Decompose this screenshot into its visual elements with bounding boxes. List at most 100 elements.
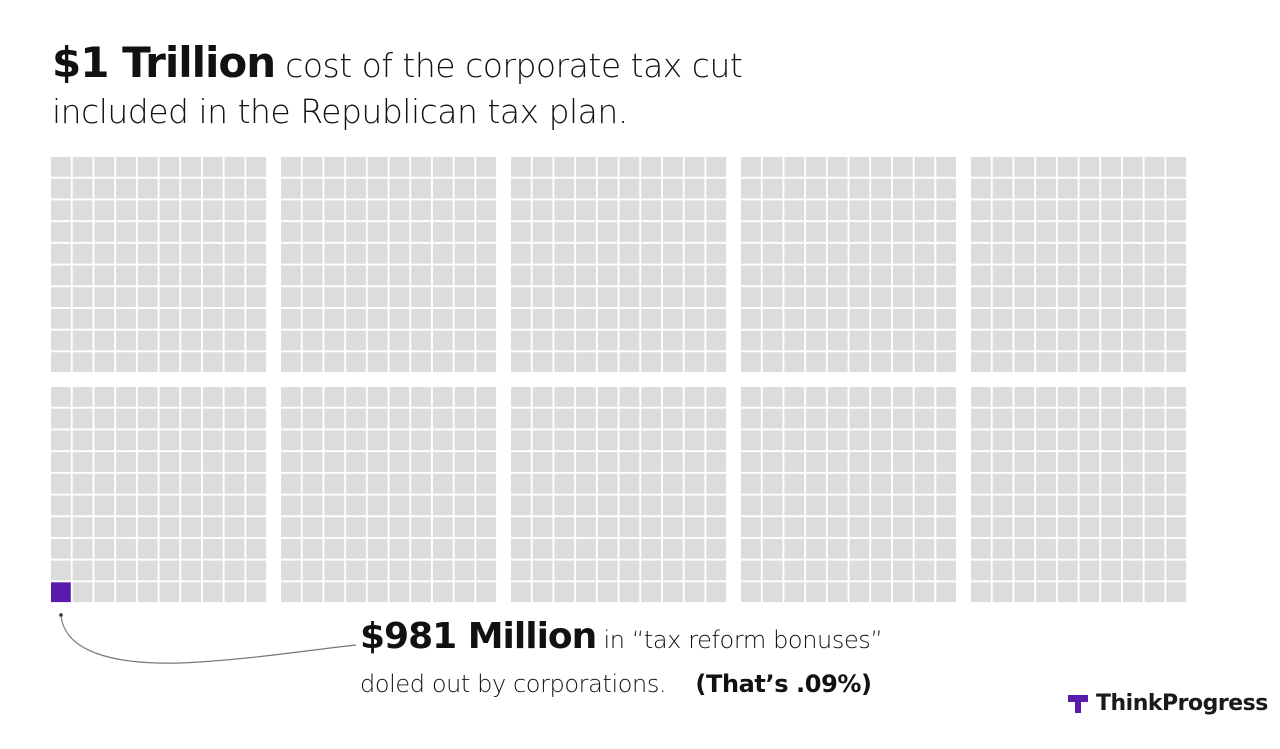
waffle-square	[1122, 178, 1143, 199]
waffle-square	[827, 178, 848, 199]
waffle-square	[849, 582, 870, 603]
waffle-square	[302, 222, 323, 242]
waffle-square	[1166, 452, 1187, 472]
waffle-square	[992, 517, 1013, 537]
waffle-square	[94, 222, 115, 242]
waffle-square	[1014, 352, 1035, 373]
waffle-square	[641, 222, 661, 242]
waffle-square	[224, 222, 245, 242]
waffle-square	[432, 287, 453, 307]
waffle-square	[137, 308, 158, 329]
waffle-square	[181, 495, 201, 516]
waffle-square	[762, 473, 783, 494]
waffle-square	[706, 352, 727, 373]
logo-text: ThinkProgress	[1096, 691, 1268, 716]
waffle-square	[762, 560, 783, 581]
waffle-square	[1144, 473, 1165, 494]
waffle-square	[619, 265, 640, 286]
waffle-square	[936, 387, 957, 407]
waffle-square	[762, 330, 783, 351]
waffle-square	[224, 308, 245, 329]
waffle-square	[202, 157, 223, 177]
waffle-square	[72, 287, 93, 307]
waffle-square	[432, 387, 453, 407]
waffle-square	[871, 157, 891, 177]
waffle-square	[892, 330, 913, 351]
waffle-square	[641, 243, 661, 264]
waffle-square	[246, 582, 267, 603]
connector-dot	[59, 613, 63, 617]
waffle-square	[849, 178, 870, 199]
waffle-square	[476, 222, 497, 242]
waffle-square	[116, 495, 136, 516]
waffle-square	[281, 200, 301, 221]
waffle-square	[454, 265, 475, 286]
waffle-square	[281, 178, 301, 199]
waffle-square	[892, 387, 913, 407]
waffle-square	[116, 243, 136, 264]
waffle-square	[871, 308, 891, 329]
waffle-square	[367, 430, 388, 451]
waffle-square	[1014, 287, 1035, 307]
waffle-square	[302, 157, 323, 177]
waffle-square	[706, 200, 727, 221]
waffle-square	[641, 473, 661, 494]
waffle-square	[1014, 430, 1035, 451]
waffle-square	[762, 178, 783, 199]
waffle-square	[51, 287, 71, 307]
waffle-square	[116, 157, 136, 177]
waffle-square	[116, 330, 136, 351]
waffle-square	[389, 243, 410, 264]
waffle-square	[116, 538, 136, 559]
waffle-square	[346, 452, 366, 472]
waffle-square	[576, 473, 596, 494]
waffle-square	[346, 495, 366, 516]
waffle-square	[346, 473, 366, 494]
waffle-square	[849, 308, 870, 329]
waffle-square	[992, 330, 1013, 351]
waffle-square	[762, 243, 783, 264]
waffle-square	[871, 452, 891, 472]
waffle-square	[224, 157, 245, 177]
waffle-square	[914, 430, 935, 451]
waffle-square	[181, 308, 201, 329]
waffle-square	[302, 473, 323, 494]
waffle-square	[784, 473, 805, 494]
waffle-square	[202, 387, 223, 407]
waffle-square	[1036, 222, 1056, 242]
waffle-square	[302, 387, 323, 407]
waffle-square	[1079, 352, 1100, 373]
waffle-square	[641, 287, 661, 307]
waffle-square	[281, 538, 301, 559]
waffle-square	[597, 157, 618, 177]
waffle-square	[662, 330, 683, 351]
waffle-square	[1036, 330, 1056, 351]
waffle-square	[992, 265, 1013, 286]
waffle-square	[72, 408, 93, 429]
waffle-square	[511, 222, 531, 242]
waffle-square	[762, 495, 783, 516]
waffle-square	[389, 560, 410, 581]
waffle-square	[1166, 538, 1187, 559]
headline-line2: included in the Republican tax plan.	[52, 92, 628, 131]
waffle-square	[1036, 560, 1056, 581]
waffle-square	[871, 560, 891, 581]
waffle-square	[202, 178, 223, 199]
waffle-square	[1101, 178, 1121, 199]
waffle-square	[684, 495, 705, 516]
waffle-square	[971, 157, 991, 177]
waffle-square	[246, 473, 267, 494]
waffle-square	[1166, 243, 1187, 264]
waffle-square	[871, 265, 891, 286]
waffle-square	[1014, 222, 1035, 242]
waffle-square	[784, 157, 805, 177]
waffle-square	[51, 308, 71, 329]
waffle-square	[511, 330, 531, 351]
waffle-square	[1122, 330, 1143, 351]
waffle-square	[1122, 243, 1143, 264]
waffle-square	[224, 495, 245, 516]
waffle-square	[532, 495, 553, 516]
waffle-square	[597, 560, 618, 581]
waffle-square	[684, 408, 705, 429]
